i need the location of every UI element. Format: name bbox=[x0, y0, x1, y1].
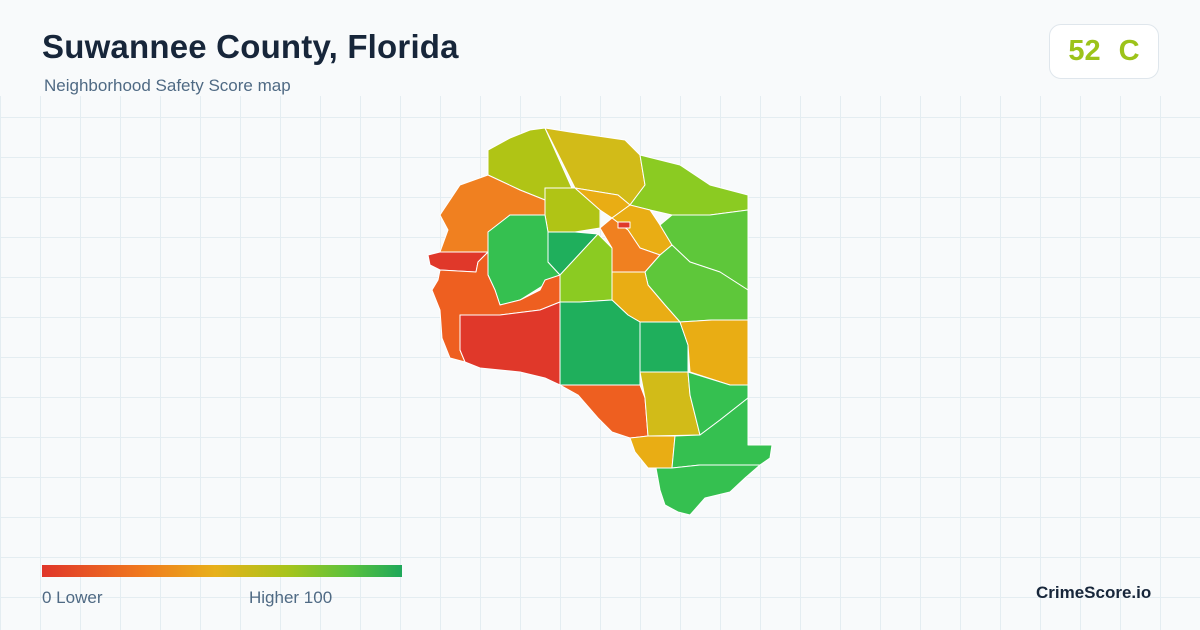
page-subtitle: Neighborhood Safety Score map bbox=[44, 76, 291, 95]
score-value: 52 bbox=[1068, 35, 1101, 67]
region-northeast[interactable] bbox=[629, 154, 749, 216]
legend-gradient-bar bbox=[42, 565, 402, 577]
brand-logo-text[interactable]: CrimeScore.io bbox=[1036, 583, 1152, 602]
region-far-south[interactable] bbox=[655, 464, 761, 516]
page-title: Suwannee County, Florida bbox=[42, 28, 459, 65]
score-grade: C bbox=[1118, 35, 1140, 67]
legend-low-label: 0 Lower bbox=[42, 588, 103, 607]
legend-high-label: Higher 100 bbox=[249, 588, 333, 607]
region-southwest[interactable] bbox=[459, 301, 561, 386]
region-east-center[interactable] bbox=[639, 321, 689, 373]
safety-score-badge: 52 C bbox=[1049, 24, 1159, 79]
region-city-center[interactable] bbox=[617, 221, 631, 229]
region-amber-south-small[interactable] bbox=[629, 435, 676, 469]
region-south-orange[interactable] bbox=[559, 384, 649, 439]
header-band bbox=[0, 0, 1200, 96]
